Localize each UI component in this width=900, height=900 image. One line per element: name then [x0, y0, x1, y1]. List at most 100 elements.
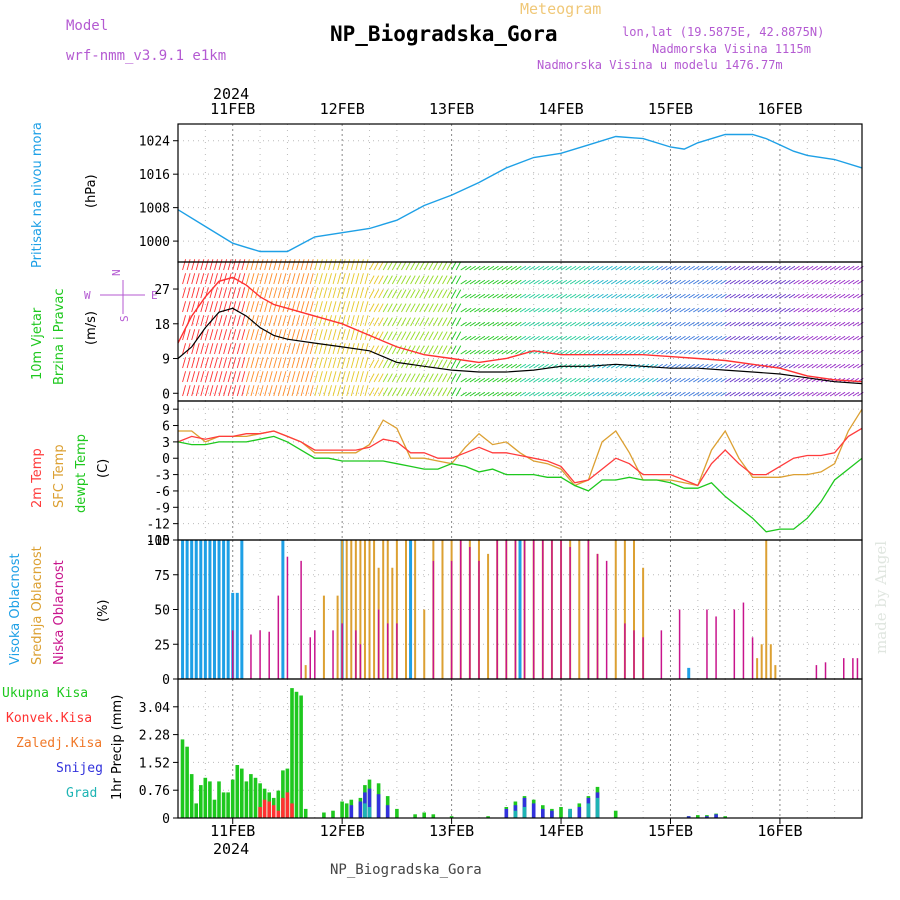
total-precip-bar — [395, 808, 399, 818]
wind-barb — [811, 321, 818, 327]
wind-barb — [743, 265, 750, 271]
wind-barb — [825, 321, 832, 327]
wind-barb — [277, 385, 282, 397]
wind-barb — [679, 279, 686, 285]
wind-barb — [747, 377, 755, 383]
wind-barb — [323, 371, 328, 383]
wind-barb — [729, 265, 736, 271]
wind-barb — [414, 275, 421, 285]
wind-barb — [259, 273, 264, 285]
wind-barb — [328, 357, 332, 369]
wind-barb — [816, 293, 823, 299]
wind-barb — [706, 363, 714, 369]
wind-barb — [624, 265, 632, 271]
wind-barb — [551, 335, 559, 341]
wind-barb — [688, 279, 695, 285]
wind-barb — [236, 329, 241, 341]
wind-barb — [734, 279, 741, 285]
wind-barb — [296, 301, 301, 313]
wind-barb — [524, 307, 531, 313]
wind-barb — [218, 329, 223, 341]
wind-barb — [328, 259, 332, 271]
wind-barb — [688, 265, 695, 271]
wind-barb — [807, 265, 814, 271]
model-name: wrf-nmm_v3.9.1 e1km — [66, 48, 227, 64]
wind-barb — [314, 287, 319, 299]
wind-barb — [364, 287, 369, 299]
wind-barb — [419, 289, 425, 299]
wind-barb — [533, 321, 540, 327]
wind-barb — [236, 287, 241, 299]
wind-barb — [255, 343, 259, 355]
wind-barb — [524, 377, 531, 383]
wind-barb — [834, 363, 841, 369]
wind-barb — [428, 289, 434, 299]
wind-barb — [647, 377, 654, 383]
wind-barb — [843, 293, 850, 299]
y-tick-label: 0 — [162, 673, 170, 688]
wind-barb — [620, 293, 627, 299]
wind-barb — [236, 385, 241, 397]
wind-barb — [195, 371, 200, 383]
wind-barb — [565, 377, 572, 383]
snow-bar — [705, 816, 709, 818]
wind-barb — [784, 265, 791, 271]
wind-barb — [711, 265, 718, 271]
conv-precip-bar — [258, 807, 262, 818]
wind-barb — [396, 359, 402, 369]
wind-barb — [259, 301, 264, 313]
wind-barb — [287, 315, 291, 327]
wind-barb — [519, 307, 527, 313]
wind-barb — [191, 273, 196, 285]
wind-barb — [556, 335, 563, 341]
wind-barb — [807, 321, 814, 327]
wind-barb — [410, 387, 416, 397]
wind-barb — [346, 301, 351, 313]
wind-barb — [341, 371, 346, 383]
wind-barb — [273, 301, 278, 313]
wind-barb — [588, 377, 595, 383]
wind-barb — [693, 377, 700, 383]
wind-barb — [182, 357, 187, 369]
wind-barb — [807, 391, 814, 397]
wind-barb — [506, 321, 513, 327]
wind-barb — [693, 293, 700, 299]
wind-barb — [268, 287, 273, 299]
wind-barb — [469, 307, 476, 313]
wind-barb — [551, 265, 559, 271]
total-precip-bar — [235, 765, 240, 818]
wind-barb — [474, 363, 481, 369]
y-tick-label: 9 — [162, 403, 170, 418]
wind-barb — [588, 279, 595, 285]
wind-barb — [706, 321, 714, 327]
dewpoint-line — [177, 435, 863, 533]
wind-barb — [432, 261, 439, 271]
wind-barb — [401, 303, 407, 313]
wind-barb — [287, 287, 291, 299]
wind-barb — [729, 363, 736, 369]
wind-barb — [661, 391, 668, 397]
compass-west: W — [84, 289, 91, 302]
wind-barb — [328, 385, 332, 397]
wind-barb — [734, 391, 741, 397]
wind-barb — [720, 349, 727, 355]
wind-barb — [428, 373, 434, 383]
wind-barb — [633, 349, 641, 355]
wind-barb — [469, 391, 476, 397]
wind-barb — [542, 293, 549, 299]
wind-barb — [706, 377, 714, 383]
wind-barb — [446, 387, 452, 397]
wind-barb — [391, 303, 398, 313]
wind-barb — [350, 371, 355, 383]
total-precip-bar — [696, 815, 700, 818]
wind-barb — [309, 301, 314, 313]
wind-barb — [533, 335, 540, 341]
wind-barb — [264, 315, 269, 327]
y-tick-label: -6 — [154, 485, 170, 500]
wind-barb — [300, 329, 305, 341]
wind-barb — [528, 363, 536, 369]
wind-barb — [323, 287, 328, 299]
date-label-top: 11FEB — [210, 100, 255, 118]
wind-barb — [478, 349, 486, 355]
wind-barb — [382, 261, 389, 271]
